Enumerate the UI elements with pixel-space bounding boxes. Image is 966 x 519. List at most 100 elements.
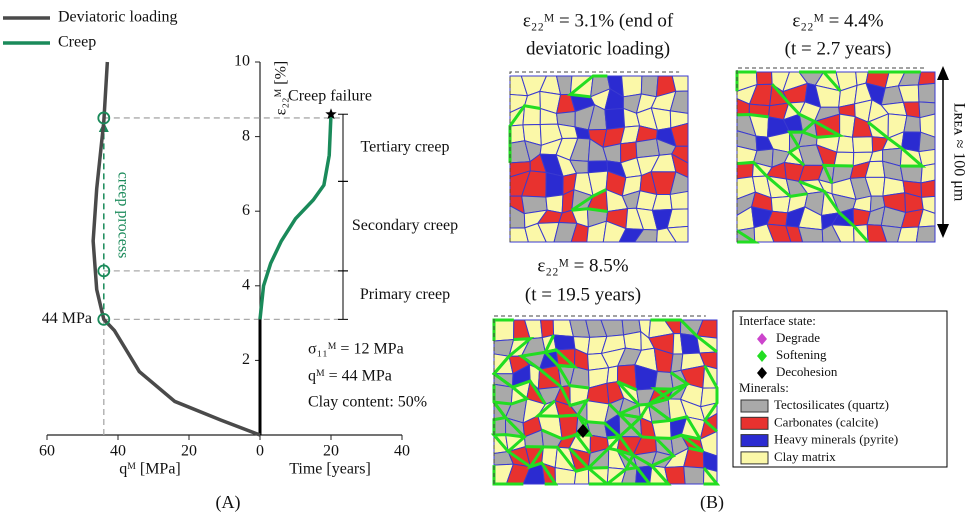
series-line (91, 61, 261, 437)
y-axis-title: ε₂₂ᴹ [%] (273, 61, 290, 116)
x2-axis-title: Time [years] (289, 461, 371, 478)
softening-path (821, 163, 854, 184)
softening-path (789, 120, 845, 139)
legend-label: Heavy minerals (pyrite) (774, 432, 898, 447)
softening-path (670, 433, 705, 453)
softening-path (490, 433, 532, 468)
snapshot-title: ε₂₂ᴹ = 8.5% (537, 255, 628, 276)
legend-swatch (740, 451, 769, 465)
grain (903, 115, 922, 133)
sample-frame (493, 315, 706, 484)
y-tick-label: 6 (242, 202, 250, 219)
softening-path (616, 380, 643, 438)
legend-box (732, 310, 948, 468)
panel-label: (A) (216, 492, 241, 513)
softening-path (798, 180, 870, 243)
softening-path (525, 445, 589, 473)
legend-label: Degrade (776, 330, 820, 345)
softening-path (771, 83, 818, 134)
grain (755, 71, 773, 86)
micrograph (490, 318, 721, 486)
panel-label: (B) (700, 492, 724, 513)
softening-path (641, 435, 677, 486)
y-tick-label: 2 (242, 351, 250, 368)
series-line (258, 114, 333, 320)
grain (654, 370, 674, 390)
legend-label: Clay matrix (774, 449, 836, 464)
parameter: qᴹ = 44 MPa (308, 368, 392, 385)
softening-path (638, 397, 669, 407)
x2-tick-label: 0 (256, 443, 264, 460)
micrograph (735, 70, 936, 244)
parameter: Clay content: 50% (308, 394, 427, 411)
y-tick-label: 4 (242, 276, 250, 293)
softening-path (736, 229, 760, 244)
grain (666, 225, 689, 243)
grain (770, 195, 791, 214)
reference-marker (97, 111, 111, 125)
y-tick-label: 10 (234, 53, 250, 70)
softening-path (607, 466, 653, 486)
grain (915, 225, 936, 243)
softening-path (736, 160, 808, 198)
grain (833, 151, 855, 167)
legend-diamond (757, 350, 767, 362)
legend-diamond (757, 367, 767, 379)
grain (669, 190, 689, 210)
x-tick-label: 60 (39, 443, 55, 460)
grain (552, 334, 576, 351)
x2-tick-label: 40 (394, 443, 410, 460)
snapshot-title: deviatoric loading) (526, 38, 670, 59)
grain (635, 138, 661, 159)
snapshot-title: (t = 2.7 years) (785, 38, 892, 59)
softening-path (867, 120, 927, 168)
process-label: creep process (114, 172, 131, 259)
softening-path (566, 74, 608, 99)
q-marker-label: 44 MPa (42, 310, 92, 327)
x2-tick-label: 20 (323, 443, 339, 460)
snapshot-title: ε₂₂ᴹ = 3.1% (end of (523, 10, 674, 31)
softening-path (702, 467, 721, 486)
softening-path (491, 355, 547, 406)
stage-label: Secondary creep (352, 217, 458, 234)
legend-diamond (757, 333, 767, 345)
grain (797, 226, 824, 243)
parameter: σ₁₁ᴹ = 12 MPa (308, 341, 404, 358)
softening-path (573, 413, 594, 455)
stage-label: Tertiary creep (360, 138, 449, 155)
grain (621, 75, 643, 98)
grain (509, 124, 526, 144)
grain (683, 465, 705, 485)
snapshot-title: ε₂₂ᴹ = 4.4% (792, 10, 883, 31)
grain (545, 171, 564, 198)
legend-swatch (740, 434, 769, 448)
failure-star (325, 108, 337, 120)
grain (917, 71, 936, 86)
y-tick-label: 8 (242, 127, 250, 144)
legend-heading: Minerals: (739, 380, 789, 395)
softening-path (555, 363, 590, 390)
scale-label: Lʀᴇᴀ ≈ 100 μm (950, 103, 966, 202)
legend-swatch (740, 399, 769, 413)
legend-label: Softening (776, 347, 827, 362)
decohesion (577, 424, 589, 438)
micrograph (508, 74, 689, 243)
grain (640, 75, 659, 98)
sample-frame (509, 71, 680, 242)
softening-path (650, 318, 718, 354)
softening-path (493, 386, 530, 406)
grain (604, 107, 626, 130)
softening-path (736, 112, 769, 119)
softening-path (526, 446, 559, 486)
x-tick-label: 20 (181, 443, 197, 460)
grain (896, 226, 920, 243)
stage-label: Primary creep (360, 286, 450, 303)
failure-label: Creep failure (288, 88, 372, 105)
legend-label: Creep (58, 34, 96, 51)
softening-path (702, 364, 719, 433)
grain (493, 319, 515, 342)
softening-path (569, 399, 588, 407)
grain (836, 134, 855, 154)
grain (920, 179, 936, 198)
